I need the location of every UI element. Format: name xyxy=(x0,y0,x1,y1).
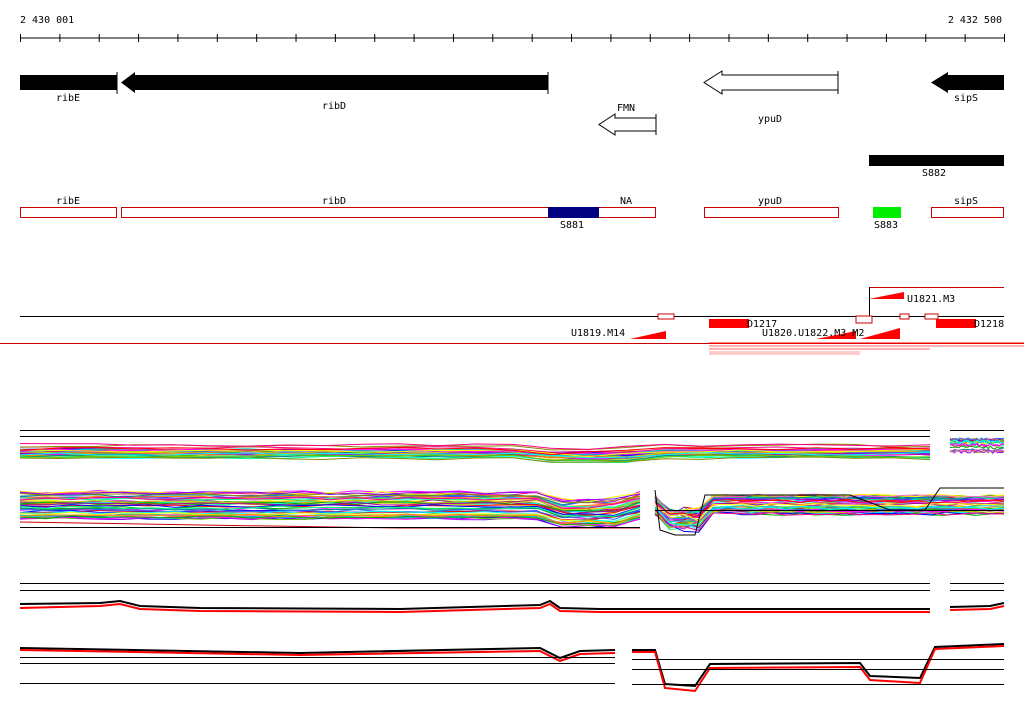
lane-4-right-black xyxy=(632,643,1005,688)
expression-line xyxy=(19,508,641,520)
segment-label-S883: S883 xyxy=(874,220,898,231)
gene-label-ribE: ribE xyxy=(56,93,80,104)
region-track: ribE ribD NA S881 ypuD S883 sipS xyxy=(20,196,1004,231)
expression-line xyxy=(949,437,1004,442)
expression-line xyxy=(654,503,1005,522)
segment-track-s882: S882 xyxy=(869,155,1004,179)
gene-label-ypuD: ypuD xyxy=(758,114,782,125)
expression-line xyxy=(19,515,641,526)
expression-line xyxy=(19,443,931,450)
expression-line xyxy=(949,442,1005,447)
segment-label-S882: S882 xyxy=(922,168,946,179)
expression-line xyxy=(654,512,1005,531)
tu-label-U1819: U1819.M14 xyxy=(571,328,625,339)
expression-line xyxy=(949,439,1005,444)
tu-marker-c xyxy=(899,313,910,320)
axis-start-label: 2 430 001 xyxy=(20,15,74,26)
expression-lane-1-left xyxy=(19,443,931,464)
expression-line xyxy=(949,449,1005,453)
region-label-ypuD: ypuD xyxy=(758,196,782,207)
gene-arrow-ribE[interactable] xyxy=(20,75,117,90)
expression-line xyxy=(19,456,931,463)
lane-4-black xyxy=(19,646,616,660)
tu-promoter-overlap-1[interactable] xyxy=(816,331,856,339)
tu-stacked-lines xyxy=(709,342,1024,355)
tu-terminator-D1218[interactable] xyxy=(936,319,976,328)
lane-3-right-black xyxy=(949,602,1005,608)
tu-promoter-overlap-2[interactable] xyxy=(860,328,900,339)
expression-lane-1-right xyxy=(949,436,1005,455)
transcription-track: U1821.M3 U1819.M14 D1217 U1820.U1822.M3 … xyxy=(0,287,1024,355)
tu-label-D1217: D1217 xyxy=(747,319,777,330)
expression-line xyxy=(19,449,931,458)
region-label-NA: NA xyxy=(620,196,632,207)
expression-line xyxy=(19,496,641,510)
expression-line xyxy=(19,504,641,516)
expression-line xyxy=(654,507,1005,521)
expression-line xyxy=(19,511,641,524)
gene-label-ribD: ribD xyxy=(322,101,346,112)
region-box-ypuD[interactable] xyxy=(704,207,839,218)
expression-line xyxy=(19,491,641,503)
expression-lanes xyxy=(19,430,1005,693)
expression-line xyxy=(654,496,1004,513)
expression-lane-2-left xyxy=(19,489,641,529)
tu-promoter-U1819[interactable] xyxy=(630,331,666,339)
tu-marker-b xyxy=(855,315,873,324)
lane-2-right-black xyxy=(654,487,1004,536)
tu-label-D1218: D1218 xyxy=(974,319,1004,330)
axis-ticks xyxy=(20,34,1005,42)
region-label-ribD: ribD xyxy=(322,196,346,207)
expression-line xyxy=(19,492,641,504)
expression-line xyxy=(19,515,641,528)
expression-lane-2-right xyxy=(654,493,1005,533)
tu-label-U1821: U1821.M3 xyxy=(907,294,955,305)
region-label-sipS: sipS xyxy=(954,196,978,207)
expression-line xyxy=(19,499,641,511)
expression-line xyxy=(949,445,1005,450)
expression-line xyxy=(19,451,931,459)
segment-block-S883[interactable] xyxy=(873,207,901,218)
expression-line xyxy=(654,505,1005,523)
expression-line xyxy=(19,513,641,525)
lane-4-red xyxy=(19,649,616,663)
expression-line xyxy=(654,502,1005,522)
expression-line xyxy=(19,448,931,456)
gene-track: ribE ribD FMN ypuD sipS xyxy=(20,70,1004,136)
tu-label-overlap: U1820.U1822.M3 M2 xyxy=(762,328,864,339)
tu-promoter-U1821[interactable] xyxy=(869,292,904,299)
gene-arrow-ribD[interactable] xyxy=(121,72,548,93)
expression-line xyxy=(654,499,1005,519)
gene-label-FMN: FMN xyxy=(617,103,635,114)
tu-marker-a xyxy=(657,313,675,320)
segment-block-S881[interactable] xyxy=(548,207,599,218)
tu-marker-d xyxy=(924,313,939,320)
segment-bar-S882[interactable] xyxy=(869,155,1004,166)
lane-3-red xyxy=(19,602,930,614)
gene-arrow-sipS[interactable] xyxy=(931,72,1004,93)
coordinate-axis: 2 430 001 2 432 500 xyxy=(20,15,1005,42)
axis-end-label: 2 432 500 xyxy=(948,15,1002,26)
expression-line xyxy=(654,497,1005,517)
region-box-ribE[interactable] xyxy=(20,207,117,218)
lane-3-black xyxy=(19,599,930,611)
expression-line xyxy=(19,446,931,456)
region-box-ribD[interactable] xyxy=(121,207,549,218)
region-label-ribE: ribE xyxy=(56,196,80,207)
expression-line xyxy=(654,506,1005,526)
expression-line xyxy=(20,454,931,462)
gene-arrow-ypuD[interactable] xyxy=(703,70,839,95)
gene-label-sipS: sipS xyxy=(954,93,978,104)
gene-arrow-FMN[interactable] xyxy=(598,113,657,136)
expression-line xyxy=(19,505,641,517)
lane-3-right-red xyxy=(949,605,1005,611)
segment-label-S881: S881 xyxy=(560,220,584,231)
region-box-sipS[interactable] xyxy=(931,207,1004,218)
tu-terminator-D1217[interactable] xyxy=(709,319,749,328)
